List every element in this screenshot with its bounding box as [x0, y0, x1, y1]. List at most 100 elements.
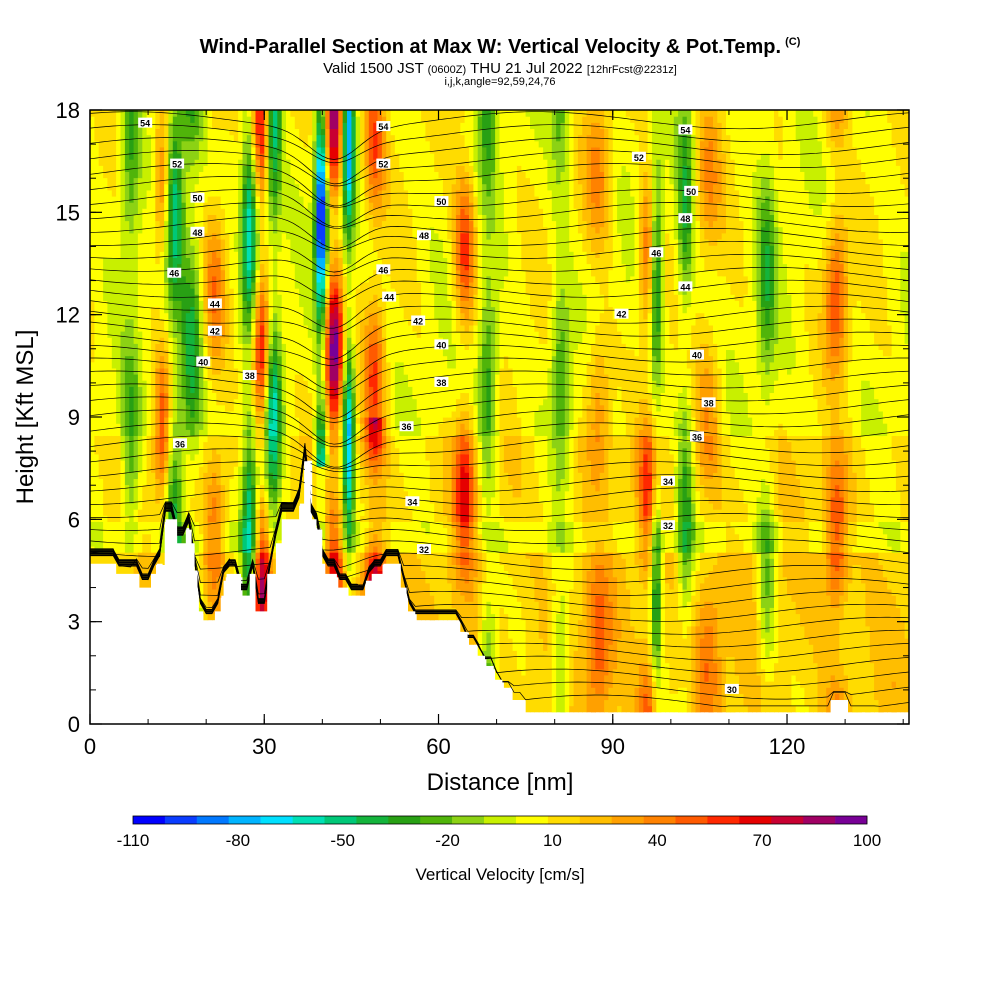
contour-label-text: 30: [727, 685, 737, 695]
velocity-cell: [368, 478, 374, 522]
velocity-cell: [774, 343, 779, 381]
velocity-cell: [852, 545, 858, 553]
velocity-cell: [682, 588, 688, 608]
velocity-cell: [347, 238, 352, 252]
velocity-cell: [172, 159, 178, 185]
velocity-cell: [591, 582, 596, 688]
velocity-cell: [599, 521, 605, 541]
velocity-cell: [882, 110, 888, 277]
velocity-cell: [464, 564, 470, 584]
velocity-cell: [255, 159, 261, 172]
velocity-cell: [804, 705, 810, 713]
velocity-cell: [730, 349, 736, 437]
velocity-cell: [399, 171, 405, 308]
colorbar-label: -50: [330, 831, 355, 850]
velocity-cell: [177, 263, 183, 301]
velocity-cell: [355, 423, 361, 436]
velocity-cell: [473, 171, 479, 197]
velocity-cell: [752, 300, 758, 522]
velocity-cell: [612, 318, 618, 400]
velocity-cell: [691, 595, 697, 627]
velocity-cell: [377, 447, 383, 455]
velocity-cell: [455, 189, 461, 215]
contour-label-bg: [138, 117, 153, 128]
velocity-cell: [486, 435, 492, 479]
velocity-cell: [168, 153, 174, 185]
velocity-cell: [334, 552, 339, 578]
velocity-cell: [521, 110, 527, 172]
velocity-cell: [412, 398, 418, 436]
velocity-cell: [704, 552, 710, 578]
velocity-cell: [246, 435, 252, 449]
velocity-cell: [277, 153, 283, 191]
velocity-cell: [360, 281, 366, 320]
velocity-cell: [665, 159, 670, 234]
velocity-cell: [364, 527, 370, 547]
velocity-cell: [373, 361, 379, 406]
velocity-cell: [203, 202, 209, 234]
velocity-cell: [634, 496, 640, 522]
velocity-cell: [760, 153, 766, 179]
velocity-cell: [769, 214, 775, 246]
velocity-cell: [830, 331, 836, 357]
velocity-cell: [839, 558, 845, 578]
velocity-cell: [656, 509, 662, 522]
velocity-cell: [608, 687, 614, 713]
colorbar-swatch: [356, 816, 389, 824]
velocity-cell: [212, 588, 217, 615]
velocity-cell: [713, 269, 718, 344]
velocity-cell: [255, 110, 261, 136]
velocity-cell: [852, 564, 858, 713]
velocity-cell: [582, 116, 588, 222]
velocity-cell: [386, 552, 392, 565]
velocity-cell: [129, 110, 135, 160]
velocity-cell: [551, 355, 557, 449]
velocity-cell: [368, 275, 374, 301]
velocity-cell: [399, 521, 405, 553]
velocity-cell: [591, 374, 596, 424]
velocity-cell: [752, 552, 758, 602]
y-tick-label: 9: [68, 405, 80, 430]
velocity-cell: [830, 281, 836, 332]
velocity-cell: [246, 269, 252, 289]
velocity-cell: [360, 417, 366, 424]
velocity-cell: [264, 515, 270, 535]
velocity-cell: [843, 601, 849, 676]
velocity-cell: [769, 110, 775, 166]
velocity-cell: [830, 355, 836, 381]
velocity-cell: [656, 650, 662, 670]
velocity-cell: [264, 539, 270, 553]
velocity-cell: [821, 386, 827, 436]
velocity-cell: [834, 110, 840, 129]
velocity-cell: [142, 435, 148, 486]
velocity-cell: [569, 705, 575, 713]
velocity-cell: [691, 521, 697, 541]
velocity-cell: [164, 392, 170, 418]
velocity-cell: [399, 361, 405, 436]
velocity-cell: [316, 159, 322, 172]
contour-label-bg: [660, 520, 675, 531]
velocity-cell: [273, 349, 278, 363]
velocity-cell: [190, 245, 196, 271]
velocity-cell: [573, 269, 579, 350]
velocity-cell: [194, 134, 200, 160]
velocity-cell: [673, 552, 679, 694]
velocity-cell: [242, 466, 248, 492]
velocity-cell: [338, 509, 344, 522]
velocity-cell: [251, 404, 257, 418]
velocity-cell: [255, 318, 261, 338]
velocity-cell: [242, 515, 248, 529]
velocity-cell: [198, 110, 204, 142]
velocity-cell: [320, 410, 326, 424]
velocity-cell: [516, 601, 522, 670]
velocity-cell: [172, 183, 178, 258]
velocity-cell: [264, 386, 270, 400]
velocity-cell: [142, 110, 148, 209]
velocity-cell: [164, 503, 170, 522]
velocity-cell: [98, 110, 104, 166]
velocity-cell: [273, 232, 278, 314]
velocity-cell: [482, 146, 488, 185]
velocity-cell: [342, 386, 348, 400]
x-tick-label: 60: [426, 734, 450, 759]
velocity-cell: [194, 539, 200, 553]
